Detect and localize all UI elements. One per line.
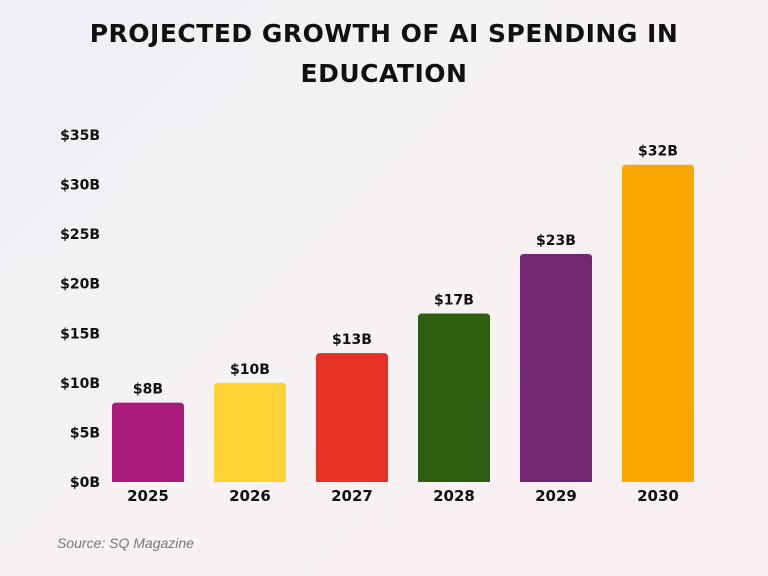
data-label: $8B bbox=[133, 382, 163, 398]
source-note: Source: SQ Magazine bbox=[57, 535, 194, 551]
x-tick-label: 2025 bbox=[127, 487, 169, 505]
data-label: $10B bbox=[230, 362, 270, 378]
bar-2030 bbox=[622, 164, 694, 482]
data-label: $23B bbox=[536, 233, 576, 249]
y-tick-label: $20B bbox=[60, 277, 100, 293]
x-tick-label: 2028 bbox=[433, 487, 475, 505]
data-label: $17B bbox=[434, 292, 474, 308]
data-label: $13B bbox=[332, 332, 372, 348]
bar-2025 bbox=[112, 402, 184, 482]
x-tick-label: 2030 bbox=[637, 487, 679, 505]
bar-2028 bbox=[418, 313, 490, 482]
title-line-2: EDUCATION bbox=[300, 59, 468, 88]
title-line-1: PROJECTED GROWTH OF AI SPENDING IN bbox=[89, 19, 679, 48]
bar-2026 bbox=[214, 382, 286, 482]
x-tick-label: 2026 bbox=[229, 487, 271, 505]
y-tick-label: $0B bbox=[70, 475, 100, 491]
y-tick-label: $30B bbox=[60, 178, 100, 194]
y-tick-label: $25B bbox=[60, 227, 100, 243]
y-tick-label: $10B bbox=[60, 376, 100, 392]
y-tick-label: $35B bbox=[60, 128, 100, 144]
x-tick-label: 2027 bbox=[331, 487, 373, 505]
x-tick-label: 2029 bbox=[535, 487, 577, 505]
bar-2027 bbox=[316, 353, 388, 482]
y-tick-label: $15B bbox=[60, 326, 100, 342]
data-label: $32B bbox=[638, 144, 678, 160]
bar-2029 bbox=[520, 253, 592, 482]
chart-title: PROJECTED GROWTH OF AI SPENDING IN EDUCA… bbox=[0, 14, 768, 94]
y-tick-label: $5B bbox=[70, 425, 100, 441]
